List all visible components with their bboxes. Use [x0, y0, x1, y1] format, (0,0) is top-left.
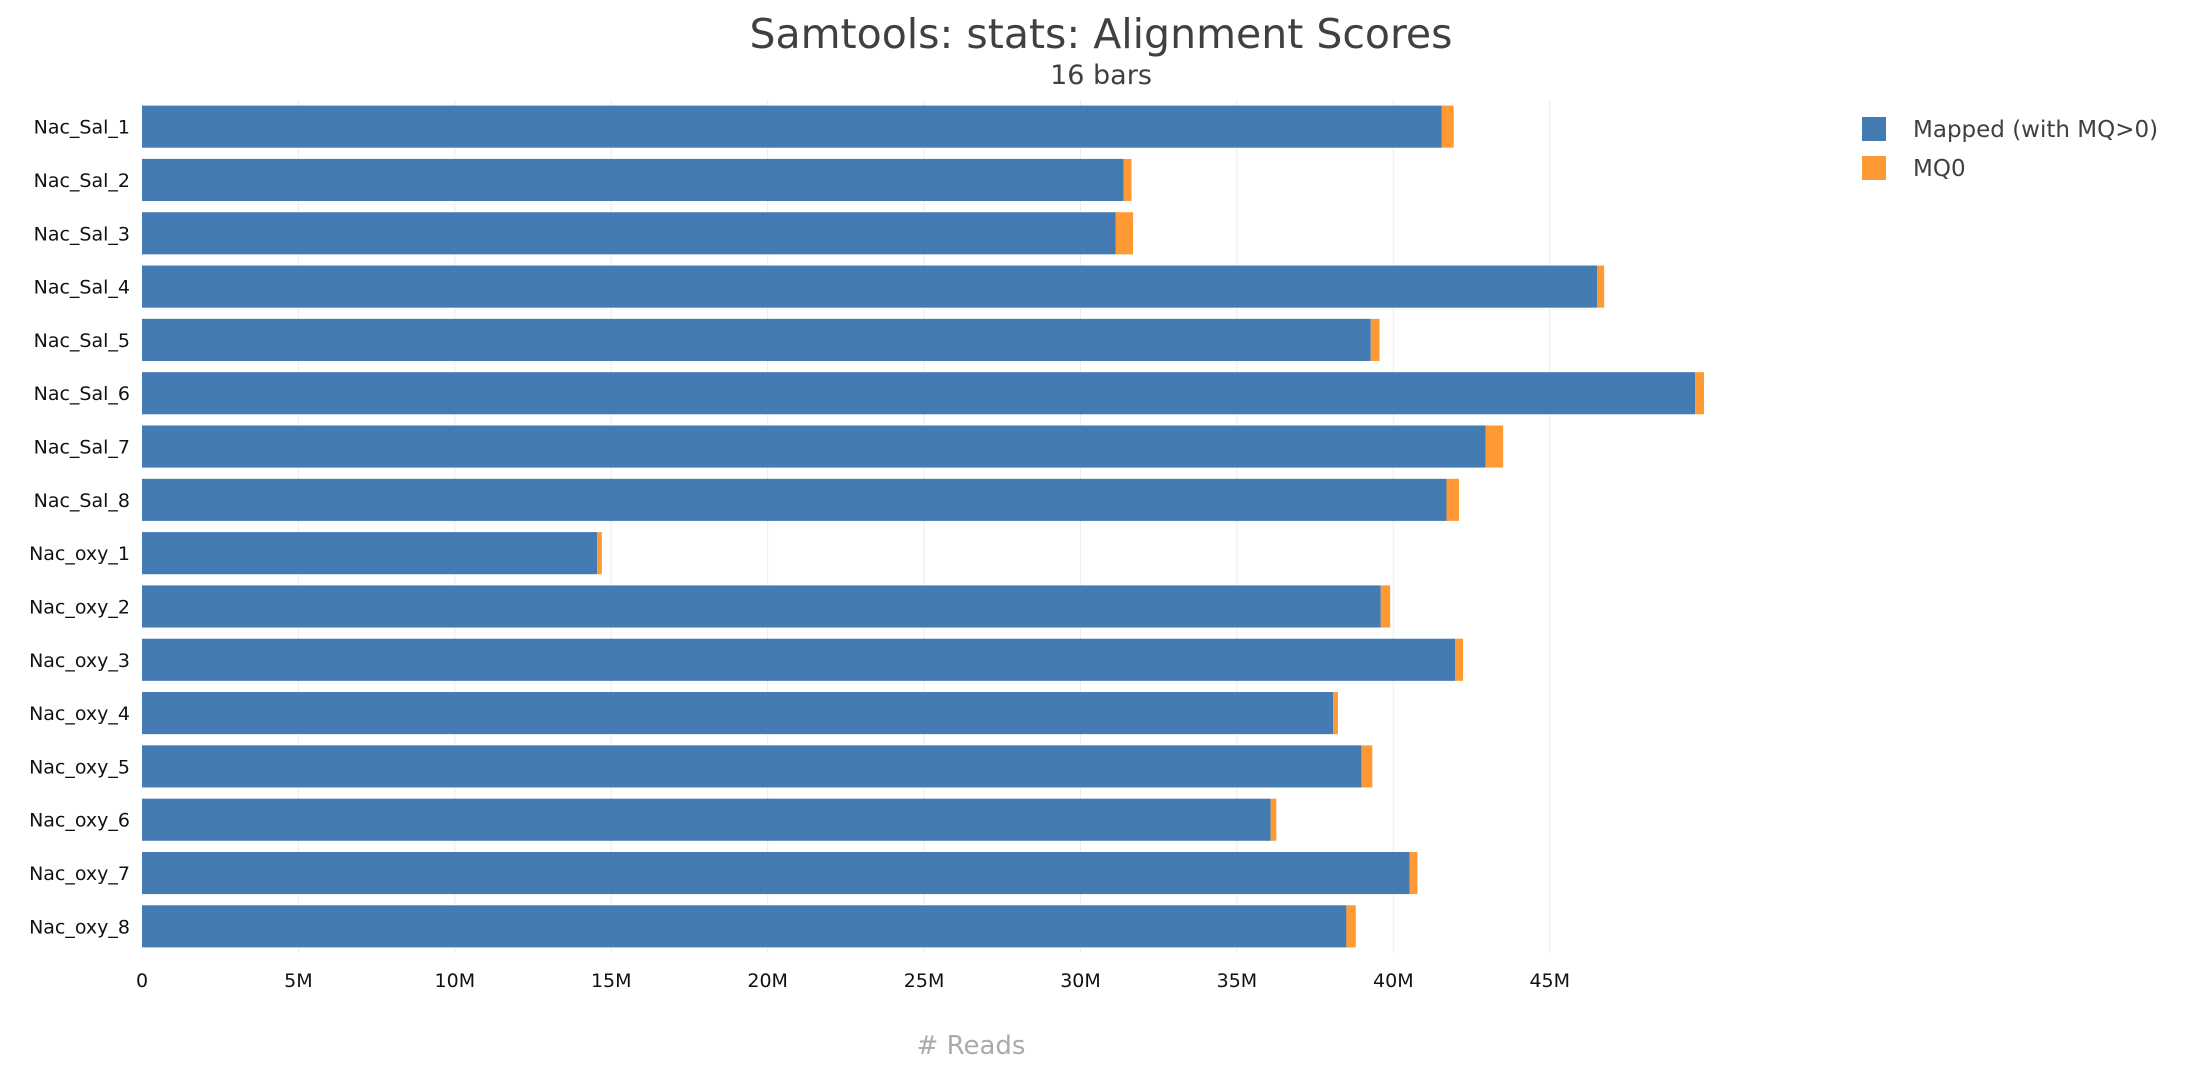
x-tick-label: 45M	[1529, 970, 1570, 992]
bar-Nac_Sal_7-mq0[interactable]	[1485, 425, 1504, 468]
chart-title: Samtools: stats: Alignment Scores	[749, 10, 1452, 58]
category-labels: Nac_Sal_1 Nac_Sal_2 Nac_Sal_3 Nac_Sal_4 Nac_…	[29, 117, 130, 939]
legend: Mapped (with MQ>0) MQ0	[1862, 117, 2158, 182]
category-label: Nac_Sal_1	[34, 117, 130, 139]
bar-Nac_Sal_1-mq0[interactable]	[1441, 105, 1454, 148]
bar-Nac_oxy_8-mq0[interactable]	[1346, 905, 1356, 948]
x-tick-label: 5M	[284, 970, 312, 992]
bars-group	[142, 105, 1704, 948]
x-tick-labels: 0 5M 10M 15M 20M 25M 30M 35M 40M 45M	[136, 970, 1570, 992]
bar-Nac_oxy_2-mapped[interactable]	[142, 585, 1381, 628]
bar-Nac_Sal_8-mq0[interactable]	[1446, 478, 1460, 521]
chart-subtitle: 16 bars	[1050, 60, 1152, 91]
legend-label[interactable]: Mapped (with MQ>0)	[1913, 117, 2158, 143]
bar-Nac_oxy_7-mapped[interactable]	[142, 851, 1410, 895]
category-label: Nac_Sal_6	[34, 383, 130, 405]
bar-Nac_oxy_1-mapped[interactable]	[142, 532, 598, 575]
bar-Nac_oxy_8-mapped[interactable]	[142, 905, 1347, 948]
category-label: Nac_Sal_5	[34, 330, 130, 352]
x-tick-label: 20M	[747, 970, 788, 992]
bar-Nac_oxy_2-mq0[interactable]	[1380, 585, 1391, 628]
category-label: Nac_oxy_1	[29, 543, 130, 565]
bar-Nac_oxy_3-mapped[interactable]	[142, 638, 1456, 681]
bar-Nac_oxy_4-mq0[interactable]	[1333, 692, 1338, 735]
bar-Nac_Sal_3-mq0[interactable]	[1115, 212, 1134, 255]
x-tick-label: 30M	[1060, 970, 1101, 992]
x-tick-label: 15M	[591, 970, 632, 992]
bar-Nac_Sal_1-mapped[interactable]	[142, 105, 1442, 148]
legend-swatch[interactable]	[1862, 156, 1886, 180]
x-tick-label: 40M	[1373, 970, 1414, 992]
category-label: Nac_oxy_7	[29, 863, 130, 885]
legend-label[interactable]: MQ0	[1913, 156, 1966, 182]
category-label: Nac_Sal_3	[34, 223, 130, 245]
category-label: Nac_oxy_3	[29, 650, 130, 672]
bar-Nac_Sal_8-mapped[interactable]	[142, 478, 1447, 521]
category-label: Nac_oxy_4	[29, 703, 130, 725]
bar-Nac_oxy_3-mq0[interactable]	[1455, 638, 1464, 681]
category-label: Nac_Sal_7	[34, 437, 130, 459]
bar-Nac_Sal_5-mq0[interactable]	[1370, 318, 1380, 361]
bar-Nac_Sal_7-mapped[interactable]	[142, 425, 1486, 468]
category-label: Nac_Sal_8	[34, 490, 130, 512]
bar-Nac_oxy_4-mapped[interactable]	[142, 692, 1334, 735]
category-label: Nac_oxy_5	[29, 756, 130, 778]
x-tick-label: 35M	[1217, 970, 1258, 992]
bar-Nac_oxy_7-mq0[interactable]	[1409, 851, 1418, 895]
category-label: Nac_oxy_2	[29, 596, 130, 618]
bar-Nac_Sal_3-mapped[interactable]	[142, 212, 1116, 255]
bar-Nac_oxy_5-mq0[interactable]	[1361, 745, 1373, 788]
category-label: Nac_Sal_2	[34, 170, 130, 192]
x-tick-label: 25M	[904, 970, 945, 992]
x-tick-label: 0	[136, 970, 148, 992]
category-label: Nac_oxy_6	[29, 810, 130, 832]
category-label: Nac_Sal_4	[34, 277, 130, 299]
bar-Nac_oxy_5-mapped[interactable]	[142, 745, 1362, 788]
bar-Nac_Sal_5-mapped[interactable]	[142, 318, 1371, 361]
legend-swatch[interactable]	[1862, 117, 1886, 141]
bar-Nac_oxy_6-mapped[interactable]	[142, 798, 1271, 841]
bar-Nac_Sal_2-mq0[interactable]	[1123, 158, 1132, 202]
x-axis-label: # Reads	[917, 1031, 1026, 1061]
bar-Nac_Sal_4-mq0[interactable]	[1597, 265, 1605, 308]
category-label: Nac_oxy_8	[29, 916, 130, 938]
bar-Nac_Sal_6-mq0[interactable]	[1695, 372, 1704, 415]
bar-Nac_Sal_6-mapped[interactable]	[142, 372, 1696, 415]
bar-Nac_Sal_4-mapped[interactable]	[142, 265, 1598, 308]
bar-Nac_oxy_1-mq0[interactable]	[597, 532, 602, 575]
bar-Nac_oxy_6-mq0[interactable]	[1270, 798, 1277, 841]
bar-Nac_Sal_2-mapped[interactable]	[142, 158, 1124, 202]
x-tick-label: 10M	[435, 970, 476, 992]
